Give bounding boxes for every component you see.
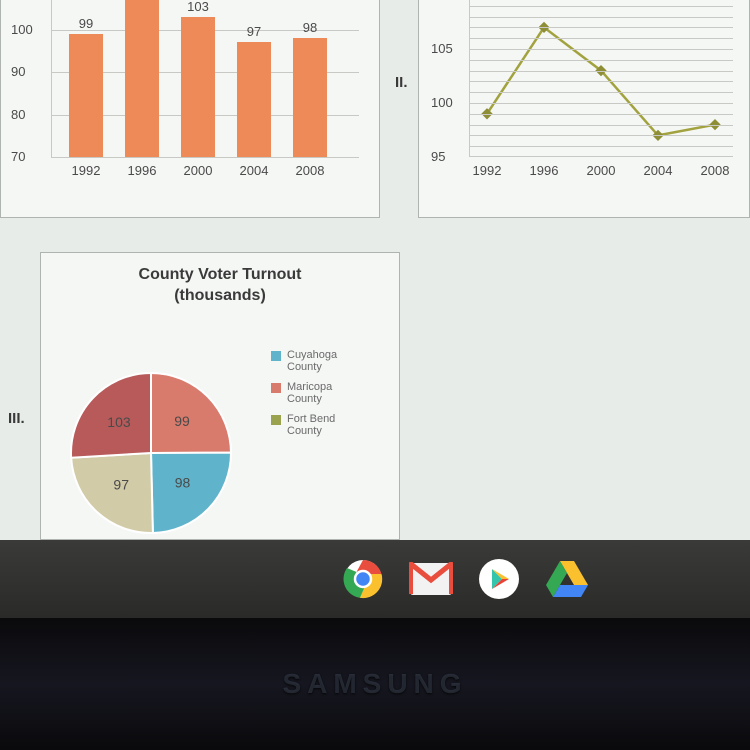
bar-ytick-label: 70 bbox=[11, 149, 25, 164]
bar bbox=[181, 17, 215, 157]
pie-title-line1: County Voter Turnout bbox=[41, 265, 399, 286]
legend-label: MaricopaCounty bbox=[287, 381, 332, 405]
bar bbox=[125, 0, 159, 157]
bar-xtick-label: 2008 bbox=[285, 163, 335, 178]
bar-ytick-label: 90 bbox=[11, 64, 25, 79]
screen-area: 991071039798 19921996200020042008 708090… bbox=[0, 0, 750, 540]
pie-slice bbox=[151, 453, 231, 533]
pie-slice-label: 97 bbox=[113, 476, 129, 492]
roman-iii-label: III. bbox=[8, 410, 25, 427]
line-xtick-label: 1992 bbox=[467, 163, 507, 178]
legend-swatch bbox=[271, 383, 281, 393]
bar-xtick-label: 2004 bbox=[229, 163, 279, 178]
pie-legend-item: CuyahogaCounty bbox=[271, 349, 391, 373]
legend-swatch bbox=[271, 351, 281, 361]
drive-icon[interactable] bbox=[545, 557, 589, 601]
legend-label: CuyahogaCounty bbox=[287, 349, 337, 373]
pie-slice-label: 99 bbox=[174, 413, 190, 429]
line-ytick-label: 110 bbox=[431, 0, 452, 2]
line-ytick-label: 95 bbox=[431, 149, 445, 164]
brand-logo: SAMSUNG bbox=[282, 668, 467, 700]
line-xtick-label: 1996 bbox=[524, 163, 564, 178]
line-ytick-label: 105 bbox=[431, 41, 453, 56]
pie-title-line2: (thousands) bbox=[41, 286, 399, 307]
taskbar bbox=[0, 540, 750, 618]
line-xtick-label: 2004 bbox=[638, 163, 678, 178]
bar-value-label: 97 bbox=[235, 24, 273, 39]
bar bbox=[69, 34, 103, 157]
line-chart-panel: 1992 1996 2000 2004 2008 95 100 105 110 bbox=[418, 0, 750, 218]
bar-ytick-label: 80 bbox=[11, 107, 25, 122]
chrome-icon[interactable] bbox=[341, 557, 385, 601]
pie-slice-label: 98 bbox=[175, 475, 191, 491]
pie-legend-item: MaricopaCounty bbox=[271, 381, 391, 405]
bar-value-label: 103 bbox=[179, 0, 217, 14]
legend-swatch bbox=[271, 415, 281, 425]
legend-label: Fort BendCounty bbox=[287, 413, 335, 437]
pie-slice bbox=[151, 373, 231, 453]
bar-xtick-label: 1996 bbox=[117, 163, 167, 178]
bar bbox=[237, 42, 271, 157]
gmail-icon[interactable] bbox=[409, 557, 453, 601]
bar-xtick-label: 1992 bbox=[61, 163, 111, 178]
pie-chart-panel: County Voter Turnout (thousands) 99 98 97 1… bbox=[40, 252, 400, 540]
bar-value-label: 99 bbox=[67, 16, 105, 31]
pie-legend-item: Fort BendCounty bbox=[271, 413, 391, 437]
pie-slice-label: 103 bbox=[107, 414, 131, 430]
line-xtick-label: 2008 bbox=[695, 163, 735, 178]
pie-slice bbox=[71, 453, 153, 533]
roman-ii-label: II. bbox=[395, 74, 408, 91]
line-xtick-label: 2000 bbox=[581, 163, 621, 178]
bar-ytick-label: 100 bbox=[11, 22, 33, 37]
bar-value-label: 98 bbox=[291, 20, 329, 35]
bar bbox=[293, 38, 327, 157]
bar-chart-panel: 991071039798 19921996200020042008 708090… bbox=[0, 0, 380, 218]
line-ytick-label: 100 bbox=[431, 95, 453, 110]
play-store-icon[interactable] bbox=[477, 557, 521, 601]
monitor-bezel: SAMSUNG bbox=[0, 618, 750, 750]
bar-xtick-label: 2000 bbox=[173, 163, 223, 178]
